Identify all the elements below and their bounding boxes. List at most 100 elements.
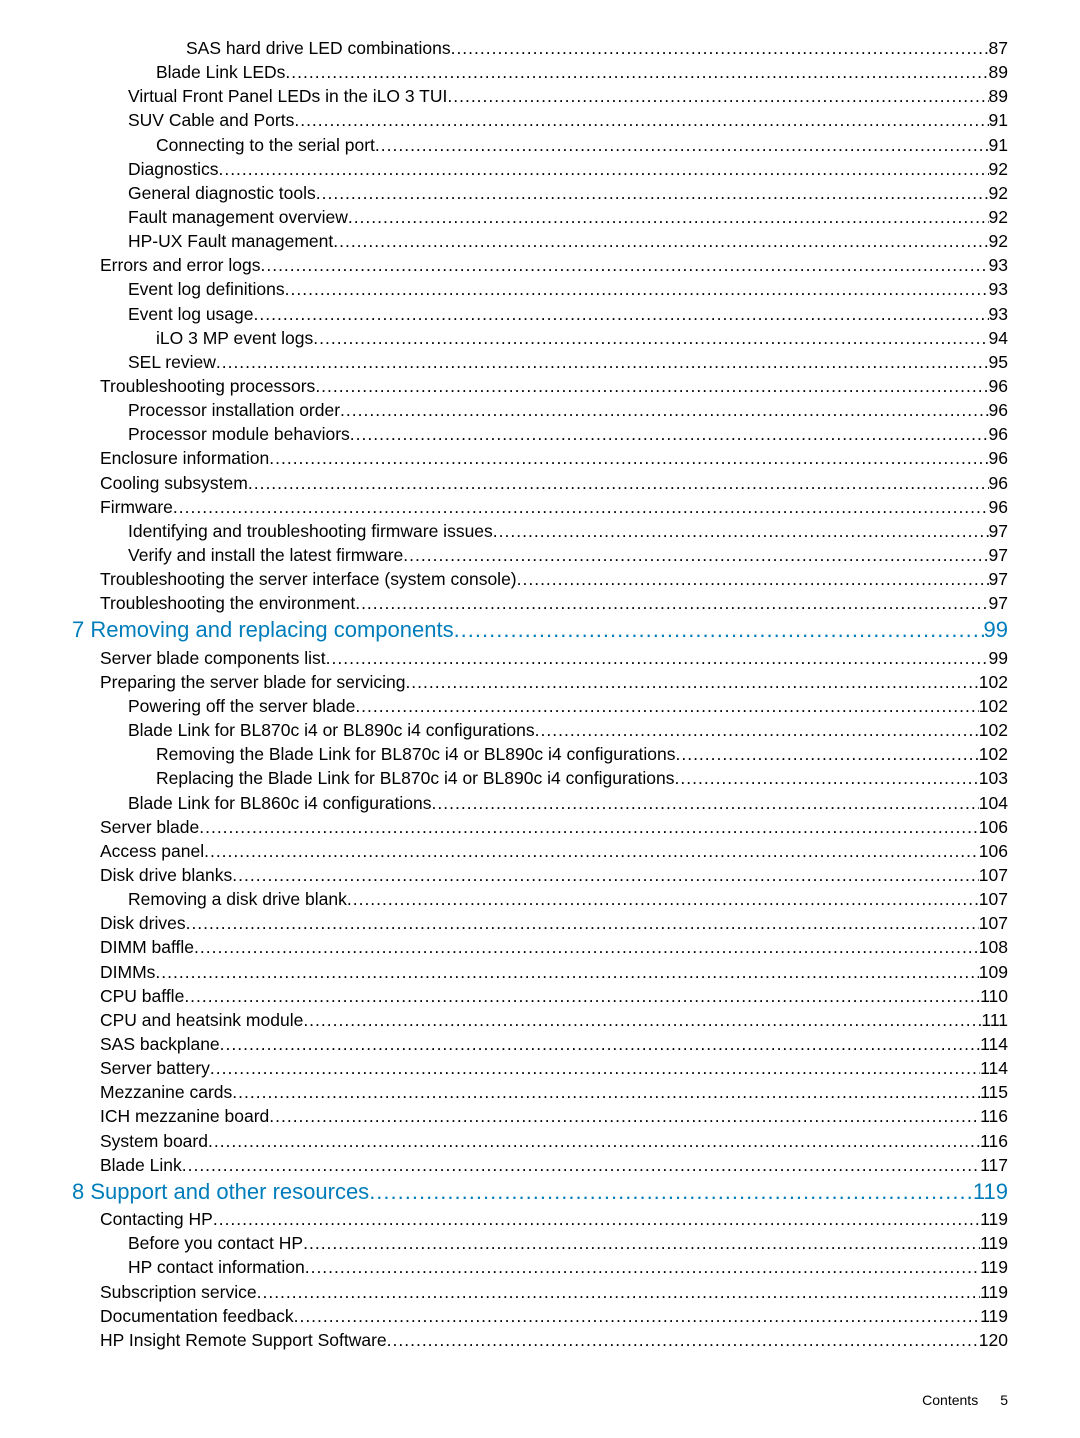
toc-entry[interactable]: Disk drives107 — [72, 911, 1008, 935]
toc-entry[interactable]: Contacting HP119 — [72, 1207, 1008, 1231]
toc-entry[interactable]: Troubleshooting the server interface (sy… — [72, 567, 1008, 591]
toc-leader-dots — [186, 911, 979, 935]
toc-entry-label: HP contact information — [128, 1255, 305, 1279]
toc-entry[interactable]: Enclosure information96 — [72, 446, 1008, 470]
toc-entry[interactable]: Server battery114 — [72, 1056, 1008, 1080]
toc-entry-page: 114 — [980, 1032, 1008, 1056]
toc-entry-label: Troubleshooting the environment — [100, 591, 355, 615]
toc-entry[interactable]: Firmware96 — [72, 495, 1008, 519]
toc-entry[interactable]: Cooling subsystem96 — [72, 471, 1008, 495]
toc-entry-label: HP Insight Remote Support Software — [100, 1328, 387, 1352]
toc-entry[interactable]: CPU and heatsink module111 — [72, 1008, 1008, 1032]
toc-leader-dots — [257, 1280, 980, 1304]
toc-entry-page: 91 — [989, 133, 1008, 157]
toc-entry[interactable]: Blade Link for BL860c i4 configurations1… — [72, 791, 1008, 815]
toc-entry[interactable]: Event log usage93 — [72, 302, 1008, 326]
toc-entry[interactable]: DIMMs109 — [72, 960, 1008, 984]
toc-entry[interactable]: Event log definitions93 — [72, 277, 1008, 301]
toc-entry[interactable]: CPU baffle110 — [72, 984, 1008, 1008]
toc-chapter-entry[interactable]: 8 Support and other resources119 — [72, 1177, 1008, 1207]
toc-entry-page: 87 — [989, 36, 1008, 60]
toc-leader-dots — [232, 863, 979, 887]
toc-entry[interactable]: Fault management overview92 — [72, 205, 1008, 229]
toc-entry[interactable]: Diagnostics92 — [72, 157, 1008, 181]
toc-chapter-entry[interactable]: 7 Removing and replacing components 99 — [72, 615, 1008, 645]
toc-entry[interactable]: Removing the Blade Link for BL870c i4 or… — [72, 742, 1008, 766]
toc-entry-page: 107 — [979, 887, 1008, 911]
toc-entry-label: 7 Removing and replacing components — [72, 615, 454, 645]
toc-leader-dots — [348, 205, 989, 229]
toc-entry[interactable]: Documentation feedback119 — [72, 1304, 1008, 1328]
toc-entry[interactable]: Connecting to the serial port91 — [72, 133, 1008, 157]
toc-entry-label: Blade Link LEDs — [156, 60, 285, 84]
toc-entry[interactable]: Powering off the server blade102 — [72, 694, 1008, 718]
toc-leader-dots — [369, 1177, 973, 1207]
toc-entry[interactable]: DIMM baffle108 — [72, 935, 1008, 959]
toc-entry[interactable]: Processor installation order96 — [72, 398, 1008, 422]
toc-entry[interactable]: Before you contact HP119 — [72, 1231, 1008, 1255]
toc-entry[interactable]: Subscription service119 — [72, 1280, 1008, 1304]
toc-entry[interactable]: HP-UX Fault management92 — [72, 229, 1008, 253]
toc-leader-dots — [675, 766, 979, 790]
toc-entry[interactable]: Troubleshooting processors96 — [72, 374, 1008, 398]
toc-entry-label: Documentation feedback — [100, 1304, 294, 1328]
toc-entry-page: 111 — [981, 1008, 1008, 1032]
toc-leader-dots — [316, 181, 989, 205]
toc-entry[interactable]: Preparing the server blade for servicing… — [72, 670, 1008, 694]
toc-entry[interactable]: Blade Link LEDs89 — [72, 60, 1008, 84]
toc-entry[interactable]: Mezzanine cards115 — [72, 1080, 1008, 1104]
toc-entry[interactable]: System board116 — [72, 1129, 1008, 1153]
toc-entry-page: 96 — [989, 471, 1008, 495]
toc-entry-page: 97 — [989, 519, 1008, 543]
toc-entry-page: 89 — [989, 84, 1008, 108]
toc-entry[interactable]: HP Insight Remote Support Software120 — [72, 1328, 1008, 1352]
toc-entry[interactable]: Blade Link117 — [72, 1153, 1008, 1177]
toc-entry-page: 107 — [979, 863, 1008, 887]
toc-entry-label: Removing a disk drive blank — [128, 887, 347, 911]
toc-leader-dots — [355, 694, 978, 718]
toc-entry[interactable]: Processor module behaviors96 — [72, 422, 1008, 446]
toc-entry[interactable]: Blade Link for BL870c i4 or BL890c i4 co… — [72, 718, 1008, 742]
toc-entry[interactable]: General diagnostic tools92 — [72, 181, 1008, 205]
toc-leader-dots — [517, 567, 989, 591]
toc-entry[interactable]: SEL review95 — [72, 350, 1008, 374]
toc-leader-dots — [210, 1056, 980, 1080]
toc-entry-page: 119 — [980, 1255, 1008, 1279]
toc-entry[interactable]: Server blade components list99 — [72, 646, 1008, 670]
toc-entry[interactable]: iLO 3 MP event logs94 — [72, 326, 1008, 350]
toc-leader-dots — [432, 791, 979, 815]
toc-entry-page: 119 — [973, 1177, 1008, 1207]
toc-entry[interactable]: Server blade 106 — [72, 815, 1008, 839]
toc-entry[interactable]: SAS hard drive LED combinations87 — [72, 36, 1008, 60]
toc-entry-label: Server blade — [100, 815, 199, 839]
toc-entry-label: Preparing the server blade for servicing — [100, 670, 405, 694]
toc-entry[interactable]: Errors and error logs93 — [72, 253, 1008, 277]
toc-entry[interactable]: Access panel106 — [72, 839, 1008, 863]
toc-entry-page: 106 — [979, 815, 1008, 839]
toc-entry[interactable]: HP contact information 119 — [72, 1255, 1008, 1279]
toc-entry[interactable]: Identifying and troubleshooting firmware… — [72, 519, 1008, 543]
toc-entry-page: 99 — [984, 615, 1008, 645]
toc-leader-dots — [173, 495, 989, 519]
toc-entry-label: Before you contact HP — [128, 1231, 303, 1255]
toc-entry[interactable]: Replacing the Blade Link for BL870c i4 o… — [72, 766, 1008, 790]
toc-entry-page: 96 — [989, 495, 1008, 519]
toc-entry-page: 95 — [989, 350, 1008, 374]
toc-entry[interactable]: Verify and install the latest firmware97 — [72, 543, 1008, 567]
toc-leader-dots — [199, 815, 979, 839]
toc-entry-label: SUV Cable and Ports — [128, 108, 294, 132]
toc-leader-dots — [451, 36, 989, 60]
toc-entry[interactable]: Virtual Front Panel LEDs in the iLO 3 TU… — [72, 84, 1008, 108]
toc-leader-dots — [375, 133, 989, 157]
toc-entry-page: 92 — [989, 229, 1008, 253]
toc-entry-label: Disk drives — [100, 911, 186, 935]
toc-entry[interactable]: SAS backplane114 — [72, 1032, 1008, 1056]
toc-entry[interactable]: Troubleshooting the environment97 — [72, 591, 1008, 615]
toc-entry[interactable]: Disk drive blanks107 — [72, 863, 1008, 887]
toc-entry[interactable]: Removing a disk drive blank 107 — [72, 887, 1008, 911]
toc-entry[interactable]: ICH mezzanine board116 — [72, 1104, 1008, 1128]
toc-entry-page: 102 — [979, 694, 1008, 718]
toc-leader-dots — [326, 646, 989, 670]
toc-entry[interactable]: SUV Cable and Ports91 — [72, 108, 1008, 132]
toc-entry-page: 94 — [989, 326, 1008, 350]
